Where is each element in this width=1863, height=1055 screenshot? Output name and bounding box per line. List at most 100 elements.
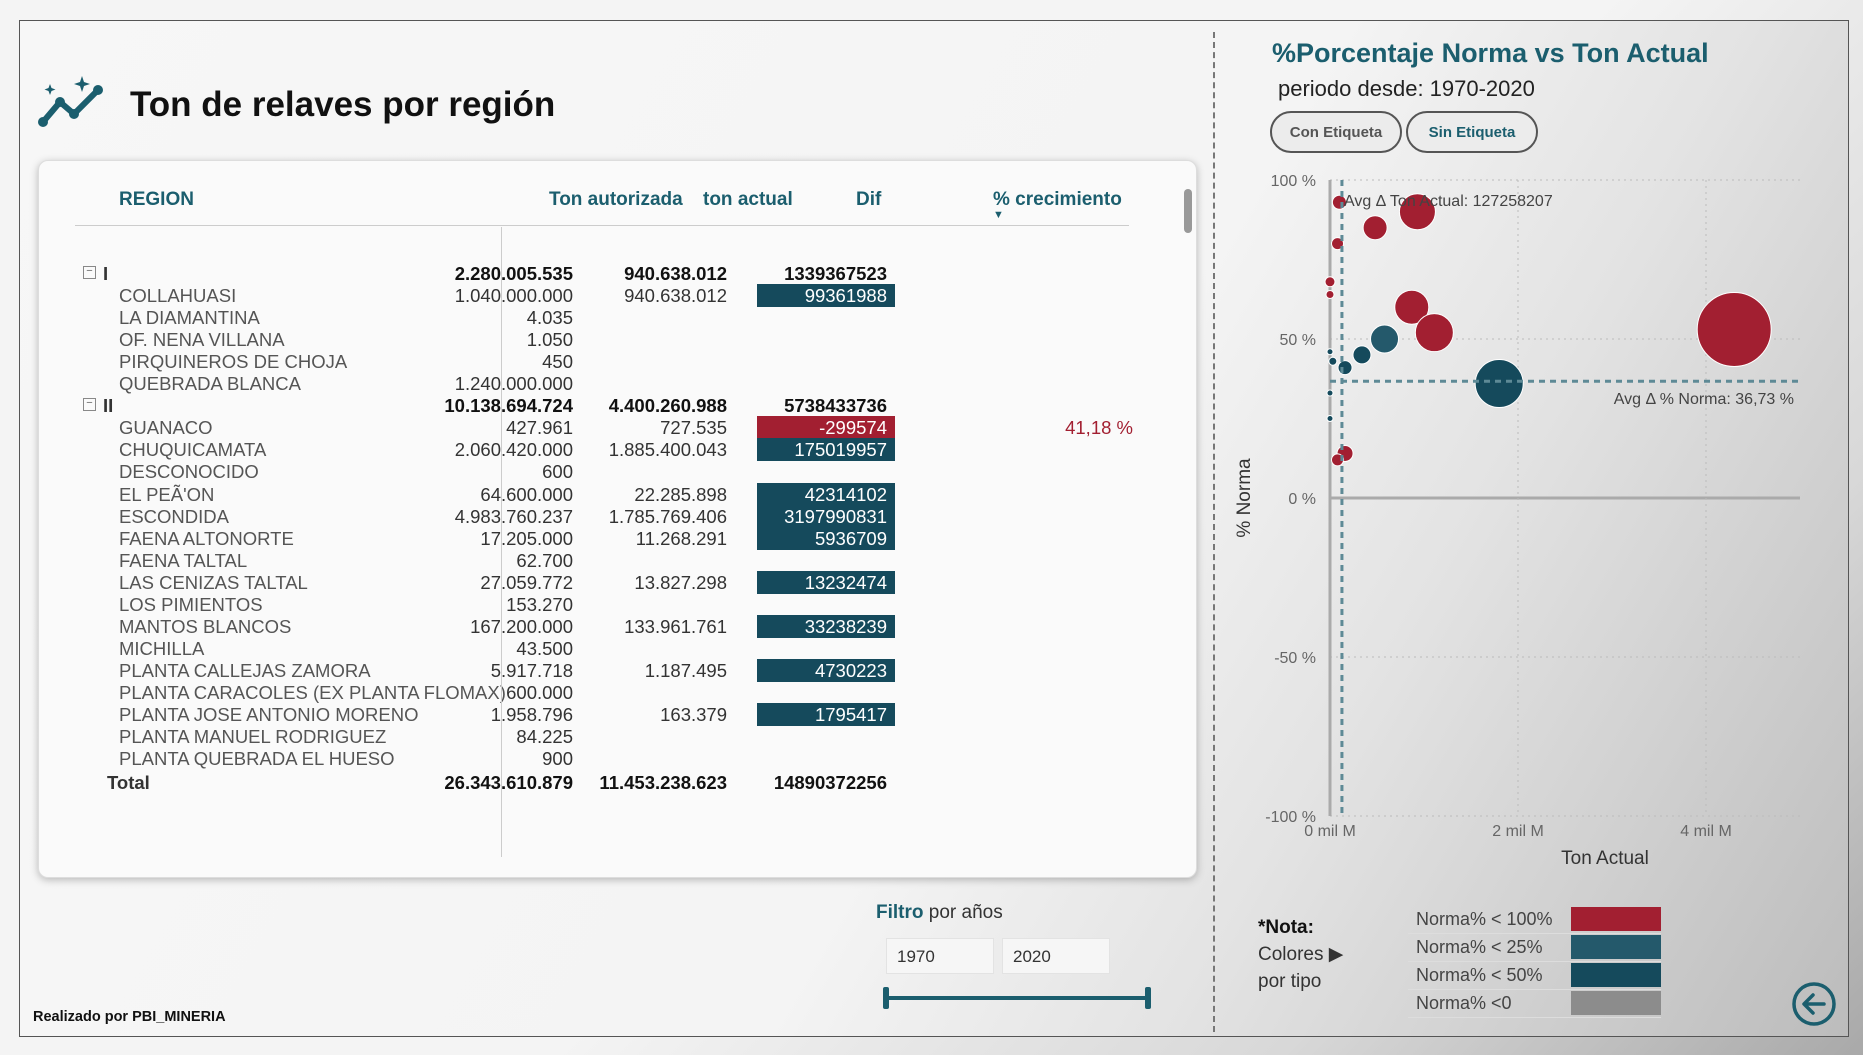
year-range-slider[interactable] bbox=[886, 996, 1150, 1000]
region-name: OF. NENA VILLANA bbox=[119, 329, 285, 351]
avg-y-label: Avg Δ % Norma: 36,73 % bbox=[1614, 391, 1794, 408]
dif-cell: 5738433736 bbox=[784, 395, 887, 417]
data-point[interactable] bbox=[1326, 389, 1334, 397]
y-tick-label: -100 % bbox=[1265, 809, 1316, 826]
region-name: LAS CENIZAS TALTAL bbox=[119, 571, 308, 593]
sin-etiqueta-button[interactable]: Sin Etiqueta bbox=[1406, 111, 1538, 153]
data-point[interactable] bbox=[1326, 415, 1334, 422]
ton-actual-cell: 4.400.260.988 bbox=[608, 395, 727, 417]
table-row: PLANTA CALLEJAS ZAMORA 5.917.718 1.187.495… bbox=[75, 658, 1135, 684]
ton-autorizada-cell: 1.958.796 bbox=[490, 704, 573, 725]
ton-actual-cell: 940.638.012 bbox=[624, 285, 727, 307]
region-name: PLANTA JOSE ANTONIO MORENO bbox=[119, 704, 419, 725]
total-label: Total bbox=[107, 772, 150, 794]
ton-autorizada-cell: 84.225 bbox=[516, 726, 573, 748]
legend-swatch bbox=[1571, 935, 1661, 959]
legend-label: Norma% < 50% bbox=[1416, 965, 1543, 985]
year-slider-start-handle[interactable] bbox=[883, 987, 889, 1009]
legend-swatch bbox=[1571, 991, 1661, 1015]
column-rule bbox=[501, 227, 502, 857]
region-name: COLLAHUASI bbox=[119, 285, 237, 307]
data-point[interactable] bbox=[1696, 291, 1772, 367]
ton-autorizada-cell: 427.961 bbox=[506, 417, 573, 439]
trend-sparkle-icon bbox=[38, 74, 108, 135]
year-filter-label: Filtro por años bbox=[876, 902, 1003, 924]
table-row: FAENA ALTONORTE 17.205.000 11.268.291 59367… bbox=[75, 526, 1135, 552]
region-name: FAENA ALTONORTE bbox=[119, 527, 294, 549]
scatter-chart: 100 % 50 % 0 % -50 % -100 %0 mil M 2 mil M 4 m… bbox=[1234, 173, 1800, 869]
region-group-row[interactable]: − II 10.138.694.724 4.400.260.988 5738433736 bbox=[75, 393, 1135, 419]
ton-autorizada-cell: 153.270 bbox=[506, 593, 573, 615]
table-row: LOS PIMIENTOS 153.270 bbox=[75, 592, 1135, 618]
color-note: *Nota: Colores ▶ por tipo bbox=[1258, 914, 1343, 995]
data-point[interactable] bbox=[1352, 345, 1372, 365]
table-row: GUANACO 427.961 727.535 -299574 41,18 % bbox=[75, 415, 1135, 441]
col-header-ton-autorizada[interactable]: Ton autorizada bbox=[549, 189, 683, 210]
crecimiento-cell: 41,18 % bbox=[1065, 417, 1133, 439]
col-header-region[interactable]: REGION bbox=[119, 189, 194, 210]
region-name: MANTOS BLANCOS bbox=[119, 615, 292, 637]
sort-desc-icon: ▼ bbox=[993, 209, 1004, 221]
collapse-icon[interactable]: − bbox=[83, 398, 96, 412]
table-row: PLANTA MANUEL RODRIGUEZ 84.225 bbox=[75, 724, 1135, 750]
ton-autorizada-cell: 27.059.772 bbox=[480, 571, 573, 593]
chart-title: %Porcentaje Norma vs Ton Actual bbox=[1272, 38, 1709, 68]
table-row: CHUQUICAMATA 2.060.420.000 1.885.400.043 17… bbox=[75, 437, 1135, 463]
data-point[interactable] bbox=[1324, 276, 1336, 288]
total-ton-autorizada: 26.343.610.879 bbox=[444, 772, 573, 794]
table-row: QUEBRADA BLANCA 1.240.000.000 bbox=[75, 371, 1135, 397]
panel-divider bbox=[1213, 32, 1215, 1032]
col-header-crecimiento-label: % crecimiento bbox=[993, 189, 1122, 210]
data-point[interactable] bbox=[1328, 356, 1338, 366]
data-point[interactable] bbox=[1414, 313, 1454, 353]
ton-autorizada-cell: 17.205.000 bbox=[480, 527, 573, 549]
table-row: LAS CENIZAS TALTAL 27.059.772 13.827.298 13… bbox=[75, 570, 1135, 596]
y-axis-title: % Norma bbox=[1234, 458, 1255, 538]
avg-x-label: Avg Δ Ton Actual: 127258207 bbox=[1344, 193, 1553, 210]
data-point[interactable] bbox=[1337, 360, 1353, 376]
data-point[interactable] bbox=[1398, 193, 1436, 231]
legend-item: Norma% <0 bbox=[1408, 990, 1661, 1018]
region-name: PLANTA MANUEL RODRIGUEZ bbox=[119, 726, 387, 748]
legend-label: Norma% < 100% bbox=[1416, 909, 1553, 929]
ton-actual-cell: 1.785.769.406 bbox=[608, 505, 727, 527]
region-group-row[interactable]: − I 2.280.005.535 940.638.012 1339367523 bbox=[75, 261, 1135, 287]
data-point[interactable] bbox=[1370, 324, 1400, 354]
back-button[interactable] bbox=[1790, 980, 1838, 1033]
total-ton-actual: 11.453.238.623 bbox=[599, 772, 727, 794]
ton-actual-cell: 1.187.495 bbox=[644, 659, 727, 681]
note-title: *Nota: bbox=[1258, 917, 1314, 938]
data-point[interactable] bbox=[1325, 289, 1335, 299]
ton-autorizada-cell: 62.700 bbox=[516, 549, 573, 571]
table-row: PLANTA QUEBRADA EL HUESO 900 bbox=[75, 746, 1135, 772]
dif-cell: 1795417 bbox=[757, 703, 895, 726]
ton-autorizada-cell: 1.240.000.000 bbox=[454, 373, 573, 395]
data-point[interactable] bbox=[1474, 359, 1524, 409]
region-matrix: REGION Ton autorizada ton actual Dif % c… bbox=[38, 160, 1197, 878]
x-tick-label: 4 mil M bbox=[1680, 823, 1732, 840]
region-name: PLANTA CARACOLES (EX PLANTA FLOMAX) bbox=[119, 681, 506, 703]
table-row: ESCONDIDA 4.983.760.237 1.785.769.406 31979… bbox=[75, 504, 1135, 530]
dif-cell: 1339367523 bbox=[784, 263, 887, 284]
col-header-ton-actual[interactable]: ton actual bbox=[703, 189, 793, 210]
arrow-left-circle-icon bbox=[1792, 982, 1836, 1026]
region-name: LOS PIMIENTOS bbox=[119, 593, 263, 615]
col-header-dif[interactable]: Dif bbox=[856, 189, 882, 210]
dif-cell: 175019957 bbox=[757, 438, 895, 462]
dif-cell: 42314102 bbox=[757, 482, 895, 506]
data-point[interactable] bbox=[1394, 289, 1430, 325]
year-from-input[interactable]: 1970 bbox=[886, 938, 994, 974]
con-etiqueta-button[interactable]: Con Etiqueta bbox=[1270, 111, 1402, 153]
year-filter-label-rest: por años bbox=[923, 902, 1003, 923]
header-rule bbox=[75, 225, 1129, 226]
dif-cell: 4730223 bbox=[757, 658, 895, 682]
col-header-crecimiento[interactable]: % crecimiento ▼ bbox=[993, 189, 1122, 221]
matrix-scrollbar[interactable] bbox=[1184, 189, 1192, 233]
year-to-input[interactable]: 2020 bbox=[1002, 938, 1110, 974]
data-point[interactable] bbox=[1326, 348, 1334, 356]
data-point[interactable] bbox=[1362, 215, 1388, 241]
collapse-icon[interactable]: − bbox=[83, 266, 96, 279]
year-slider-end-handle[interactable] bbox=[1145, 987, 1151, 1009]
region-name: I bbox=[103, 263, 109, 284]
note-line-2: Colores ▶ bbox=[1258, 944, 1344, 965]
